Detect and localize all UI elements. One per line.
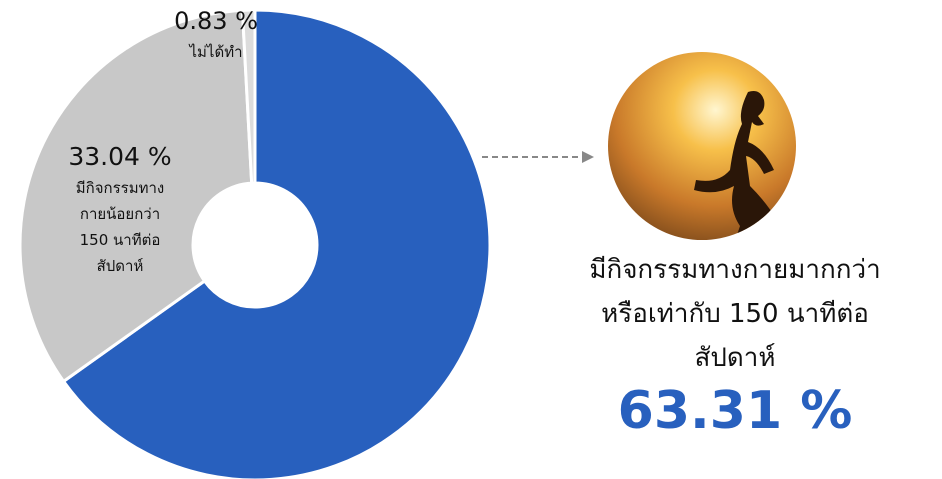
donut-slice xyxy=(18,8,254,384)
category-label: มีกิจกรรมทางกายมากกว่าหรือเท่ากับ 150 นา… xyxy=(589,255,880,373)
category-label-line: หรือเท่ากับ 150 นาทีต่อ xyxy=(601,299,869,329)
donut-slice xyxy=(61,8,492,479)
donut-slice xyxy=(240,8,257,185)
category-label-line: ไม่ได้ทำ xyxy=(188,43,242,61)
arrow-head xyxy=(582,151,594,163)
runner-photo xyxy=(608,52,796,240)
category-label: ไม่ได้ทำ xyxy=(188,43,242,61)
value-label: 33.04 % xyxy=(68,142,171,171)
category-label-line: มีกิจกรรมทางกายมากกว่า xyxy=(589,255,880,285)
category-label-line: กายน้อยกว่า xyxy=(80,205,160,223)
value-label: 0.83 % xyxy=(174,7,258,35)
category-label-line: สัปดาห์ xyxy=(695,343,776,373)
category-label: มีกิจกรรมทางกายน้อยกว่า 150 นาทีต่อสัปดาห… xyxy=(76,179,164,275)
category-label-line: มีกิจกรรมทาง xyxy=(76,179,164,197)
category-label-line: 150 นาทีต่อ xyxy=(80,231,161,249)
category-label-line: สัปดาห์ xyxy=(97,257,144,275)
value-label: 63.31 % xyxy=(618,381,853,441)
